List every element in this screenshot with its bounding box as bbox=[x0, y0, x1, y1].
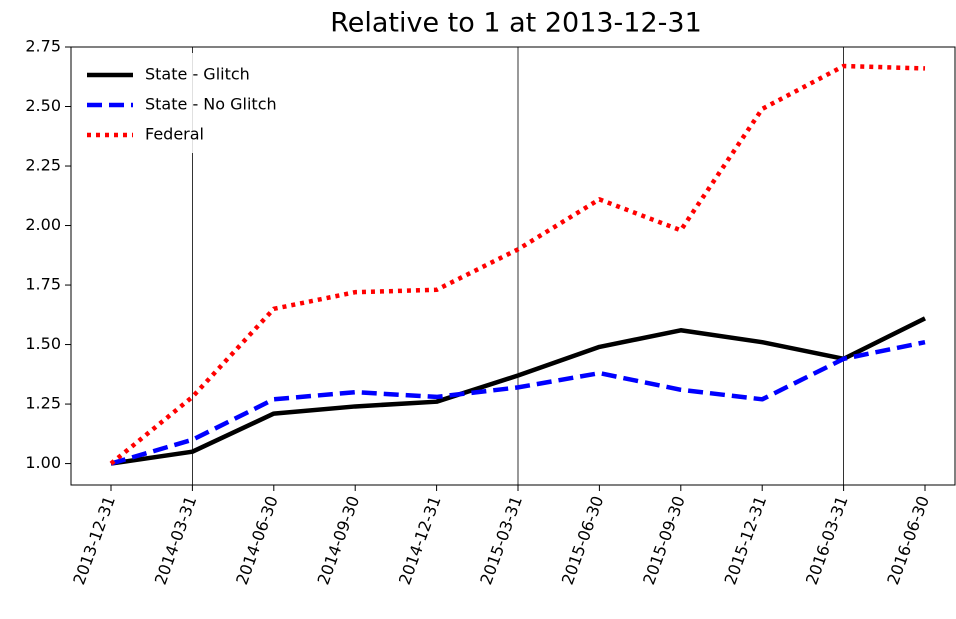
series-line bbox=[110, 339, 926, 466]
series-line bbox=[110, 316, 927, 466]
y-tick-label: 1.25 bbox=[25, 394, 61, 413]
y-tick-label: 1.00 bbox=[25, 453, 61, 472]
y-tick-label: 2.25 bbox=[25, 156, 61, 175]
legend-label: Federal bbox=[145, 125, 204, 144]
y-tick-label: 2.00 bbox=[25, 215, 61, 234]
plot-frame bbox=[70, 46, 956, 486]
legend: State - Glitch State - No Glitch Federal bbox=[77, 53, 327, 153]
y-tick-label: 2.75 bbox=[25, 37, 61, 56]
y-tick-label: 1.75 bbox=[25, 275, 61, 294]
y-tick-label: 2.50 bbox=[25, 96, 61, 115]
y-tick-label: 1.50 bbox=[25, 334, 61, 353]
chart-title: Relative to 1 at 2013-12-31 bbox=[330, 8, 702, 39]
series-line bbox=[109, 63, 926, 466]
legend-label: State - No Glitch bbox=[145, 95, 277, 114]
legend-label: State - Glitch bbox=[145, 65, 250, 84]
